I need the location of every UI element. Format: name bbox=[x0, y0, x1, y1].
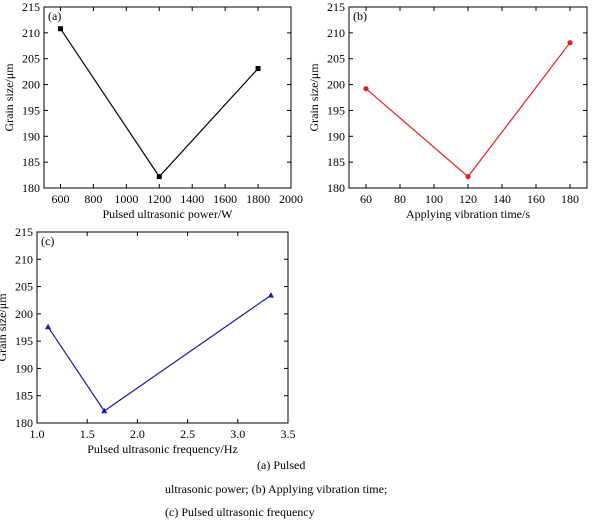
y-tick-label: 215 bbox=[15, 225, 33, 239]
x-axis-label: Applying vibration time/s bbox=[406, 207, 530, 221]
x-tick-label: 3.5 bbox=[281, 427, 296, 441]
caption-line-1: (a) Pulsed bbox=[257, 458, 306, 472]
panel-label: (c) bbox=[41, 234, 54, 248]
x-tick-label: 140 bbox=[493, 192, 511, 206]
plot-frame bbox=[348, 6, 588, 189]
y-tick-label: 210 bbox=[327, 26, 345, 40]
x-tick-label: 800 bbox=[84, 192, 102, 206]
x-tick-label: 1.5 bbox=[80, 427, 95, 441]
y-tick-label: 190 bbox=[327, 129, 345, 143]
y-tick-label: 200 bbox=[15, 307, 33, 321]
y-tick-label: 180 bbox=[327, 181, 345, 195]
y-tick-label: 210 bbox=[22, 26, 40, 40]
x-tick-label: 2.0 bbox=[130, 427, 145, 441]
data-point bbox=[267, 292, 274, 298]
data-point bbox=[156, 174, 162, 180]
x-tick-label: 1400 bbox=[180, 192, 204, 206]
caption-line-3: (c) Pulsed ultrasonic frequency bbox=[165, 505, 315, 519]
plot-frame bbox=[43, 6, 292, 189]
y-tick-label: 195 bbox=[15, 334, 33, 348]
y-tick-label: 205 bbox=[15, 280, 33, 294]
series-line bbox=[47, 294, 272, 412]
x-tick-label: 100 bbox=[425, 192, 443, 206]
panel-label: (a) bbox=[48, 9, 61, 23]
x-tick-label: 60 bbox=[360, 192, 372, 206]
y-tick-label: 195 bbox=[22, 103, 40, 117]
data-point bbox=[567, 40, 573, 46]
panel-label: (b) bbox=[353, 9, 367, 23]
x-tick-label: 80 bbox=[394, 192, 406, 206]
x-tick-label: 3.0 bbox=[230, 427, 245, 441]
y-tick-label: 190 bbox=[22, 129, 40, 143]
y-tick-label: 180 bbox=[22, 181, 40, 195]
x-tick-label: 600 bbox=[51, 192, 69, 206]
y-tick-label: 215 bbox=[22, 0, 40, 14]
y-tick-label: 205 bbox=[22, 52, 40, 66]
data-point bbox=[45, 323, 52, 330]
x-tick-label: 180 bbox=[561, 192, 579, 206]
series-line bbox=[365, 42, 571, 178]
data-point bbox=[363, 86, 369, 92]
y-tick-label: 185 bbox=[22, 155, 40, 169]
y-tick-label: 200 bbox=[22, 78, 40, 92]
x-tick-label: 1.0 bbox=[30, 427, 45, 441]
y-tick-label: 205 bbox=[327, 52, 345, 66]
y-tick-label: 185 bbox=[327, 155, 345, 169]
figure: 600 800 1000 1200 1400 1600 1800 20001801851901… bbox=[0, 0, 588, 456]
y-axis-label: Grain size/μm bbox=[0, 293, 9, 362]
x-tick-label: 1600 bbox=[213, 192, 237, 206]
chart-panel-2: 60 80 100 120 140 160 180 180 185 190 195 200 205 210… bbox=[307, 0, 588, 221]
x-tick-label: 2.5 bbox=[180, 427, 195, 441]
x-tick-label: 2000 bbox=[279, 192, 303, 206]
series-line bbox=[59, 28, 259, 178]
data-point bbox=[101, 407, 108, 414]
y-tick-label: 210 bbox=[15, 252, 33, 266]
x-tick-label: 1000 bbox=[114, 192, 138, 206]
x-axis-label: Pulsed ultrasonic power/W bbox=[103, 207, 234, 221]
x-tick-label: 160 bbox=[527, 192, 545, 206]
data-point bbox=[465, 174, 471, 180]
plot-frame bbox=[36, 231, 289, 424]
y-tick-label: 200 bbox=[327, 78, 345, 92]
x-axis-label: Pulsed ultrasonic frequency/Hz bbox=[87, 442, 238, 456]
y-tick-label: 215 bbox=[327, 0, 345, 14]
y-tick-label: 195 bbox=[327, 103, 345, 117]
data-point bbox=[255, 66, 261, 72]
chart-panel-3: 1.0 1.5 2.0 2.5 3.0 3.5 180 185 190 195 200 205 210 2… bbox=[0, 225, 296, 456]
x-tick-label: 1200 bbox=[147, 192, 171, 206]
data-point bbox=[57, 26, 63, 32]
y-axis-label: Grain size/μm bbox=[307, 63, 321, 132]
x-tick-label: 120 bbox=[459, 192, 477, 206]
x-tick-label: 1800 bbox=[246, 192, 270, 206]
chart-panel-1: 600 800 1000 1200 1400 1600 1800 2000 180 185 190 1… bbox=[2, 0, 303, 221]
y-tick-label: 180 bbox=[15, 416, 33, 430]
caption-line-2: ultrasonic power; (b) Applying vibration… bbox=[165, 482, 388, 496]
y-tick-label: 185 bbox=[15, 389, 33, 403]
y-axis-label: Grain size/μm bbox=[2, 63, 16, 132]
y-tick-label: 190 bbox=[15, 361, 33, 375]
